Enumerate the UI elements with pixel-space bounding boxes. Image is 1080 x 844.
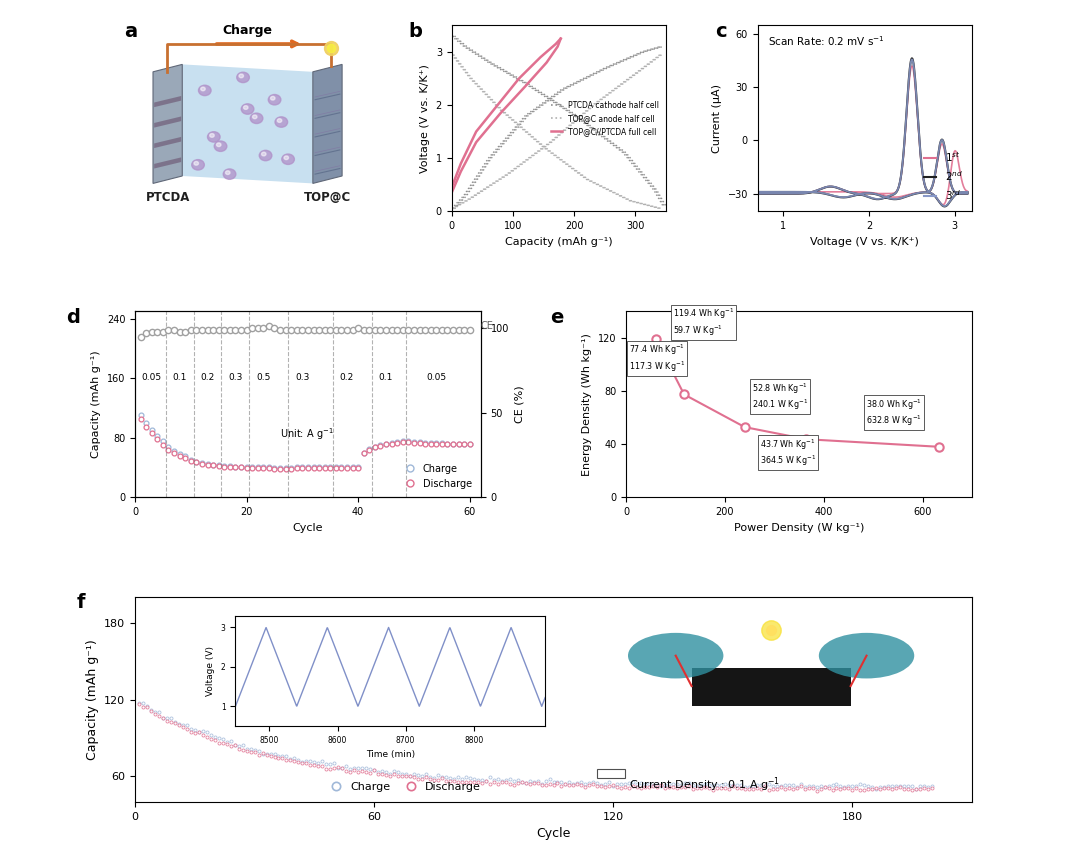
X-axis label: Capacity (mAh g⁻¹): Capacity (mAh g⁻¹) <box>505 236 612 246</box>
Text: 52.8 Wh Kg$^{-1}$
240.1 W Kg$^{-1}$: 52.8 Wh Kg$^{-1}$ 240.1 W Kg$^{-1}$ <box>752 381 808 412</box>
Circle shape <box>284 156 288 160</box>
Y-axis label: Voltage (V vs. K/K⁺): Voltage (V vs. K/K⁺) <box>420 64 430 173</box>
Y-axis label: Capacity (mAh g⁻¹): Capacity (mAh g⁻¹) <box>91 350 102 458</box>
Text: Current Density : 0.1 A g$^{-1}$: Current Density : 0.1 A g$^{-1}$ <box>629 775 780 793</box>
Text: f: f <box>77 593 85 612</box>
Text: a: a <box>124 22 137 41</box>
Circle shape <box>201 87 205 91</box>
Legend: 1$^{st}$, 2$^{nd}$, 3$^{rd}$: 1$^{st}$, 2$^{nd}$, 3$^{rd}$ <box>920 146 967 206</box>
Y-axis label: Capacity (mAh g⁻¹): Capacity (mAh g⁻¹) <box>85 639 98 760</box>
Circle shape <box>282 154 295 165</box>
Polygon shape <box>154 137 181 148</box>
Polygon shape <box>154 96 181 107</box>
Circle shape <box>278 119 282 122</box>
Legend: Charge, Discharge: Charge, Discharge <box>396 460 476 492</box>
Circle shape <box>216 143 221 147</box>
Y-axis label: CE (%): CE (%) <box>514 386 525 423</box>
Circle shape <box>224 169 235 179</box>
Polygon shape <box>153 64 183 183</box>
Circle shape <box>237 73 249 83</box>
Text: 0.05: 0.05 <box>427 373 446 381</box>
Text: Charge: Charge <box>222 24 272 37</box>
Polygon shape <box>154 157 181 169</box>
Circle shape <box>210 133 214 138</box>
Circle shape <box>275 116 287 127</box>
Circle shape <box>226 170 230 175</box>
Circle shape <box>207 132 220 142</box>
X-axis label: Cycle: Cycle <box>293 522 323 533</box>
Circle shape <box>270 96 275 100</box>
Legend: Charge, Discharge: Charge, Discharge <box>321 777 485 796</box>
Text: b: b <box>409 22 422 41</box>
X-axis label: Power Density (W kg⁻¹): Power Density (W kg⁻¹) <box>734 522 864 533</box>
Circle shape <box>268 95 281 105</box>
Text: 38.0 Wh Kg$^{-1}$
632.8 W Kg$^{-1}$: 38.0 Wh Kg$^{-1}$ 632.8 W Kg$^{-1}$ <box>866 398 922 428</box>
Circle shape <box>253 115 257 119</box>
Circle shape <box>241 104 254 114</box>
Y-axis label: Energy Density (Wh kg⁻¹): Energy Density (Wh kg⁻¹) <box>582 333 592 476</box>
Circle shape <box>214 141 227 151</box>
Circle shape <box>251 113 262 123</box>
Text: Unit: A g$^{-1}$: Unit: A g$^{-1}$ <box>281 426 334 441</box>
Polygon shape <box>154 116 181 127</box>
Text: 0.2: 0.2 <box>201 373 215 381</box>
Text: CE: CE <box>481 322 494 332</box>
X-axis label: Voltage (V vs. K/K⁺): Voltage (V vs. K/K⁺) <box>810 236 919 246</box>
Text: c: c <box>715 22 727 41</box>
Text: 119.4 Wh Kg$^{-1}$
59.7 W Kg$^{-1}$: 119.4 Wh Kg$^{-1}$ 59.7 W Kg$^{-1}$ <box>673 307 734 338</box>
Polygon shape <box>183 64 313 183</box>
Text: 0.1: 0.1 <box>173 373 187 381</box>
Circle shape <box>199 85 211 95</box>
Text: e: e <box>550 307 564 327</box>
Text: TOP@C: TOP@C <box>303 191 351 204</box>
Circle shape <box>194 161 199 165</box>
Circle shape <box>243 106 248 110</box>
Circle shape <box>239 74 243 78</box>
Text: PTCDA: PTCDA <box>146 191 190 204</box>
Text: 43.7 Wh Kg$^{-1}$
364.5 W Kg$^{-1}$: 43.7 Wh Kg$^{-1}$ 364.5 W Kg$^{-1}$ <box>759 437 815 468</box>
Y-axis label: Current (μA): Current (μA) <box>712 84 721 153</box>
Bar <box>597 769 625 777</box>
Text: 0.3: 0.3 <box>228 373 243 381</box>
Text: Scan Rate: 0.2 mV s$^{-1}$: Scan Rate: 0.2 mV s$^{-1}$ <box>768 35 885 48</box>
Legend: PTCDA cathode half cell, TOP@C anode half cell, TOP@C//PTCDA full cell: PTCDA cathode half cell, TOP@C anode hal… <box>548 98 662 138</box>
Text: 77.4 Wh Kg$^{-1}$
117.3 W Kg$^{-1}$: 77.4 Wh Kg$^{-1}$ 117.3 W Kg$^{-1}$ <box>629 343 685 374</box>
Circle shape <box>259 150 272 160</box>
Text: d: d <box>66 307 80 327</box>
Text: 0.2: 0.2 <box>340 373 354 381</box>
Text: 0.5: 0.5 <box>256 373 270 381</box>
Circle shape <box>261 152 266 156</box>
Text: 0.1: 0.1 <box>379 373 393 381</box>
X-axis label: Cycle: Cycle <box>537 827 570 840</box>
Polygon shape <box>313 64 342 183</box>
Circle shape <box>192 160 204 170</box>
Text: 0.05: 0.05 <box>141 373 162 381</box>
Text: 0.3: 0.3 <box>295 373 310 381</box>
